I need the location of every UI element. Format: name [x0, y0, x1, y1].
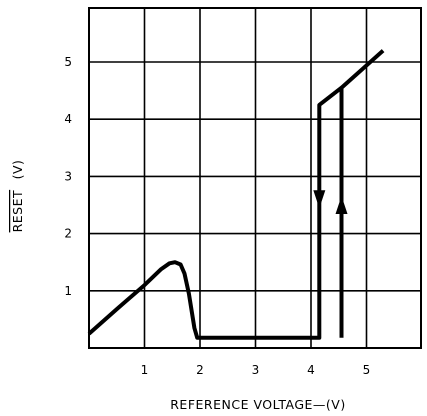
x-axis-label: REFERENCE VOLTAGE—(V) — [170, 397, 346, 412]
y-tick-label: 5 — [64, 55, 72, 69]
y-axis-label-unit: (V) — [10, 160, 25, 180]
series — [87, 49, 385, 340]
arrow-up-icon — [335, 196, 348, 214]
y-tick-label: 3 — [64, 169, 72, 183]
svg-text:RESET (V): RESET (V) — [10, 160, 25, 233]
x-tick-label: 3 — [252, 363, 260, 377]
y-tick-label: 2 — [64, 227, 72, 241]
x-tick-label: 2 — [196, 363, 204, 377]
x-tick-label: 4 — [307, 363, 315, 377]
arrow-down-icon — [313, 190, 326, 209]
x-tick-label: 1 — [141, 363, 149, 377]
y-tick-label: 4 — [64, 112, 72, 126]
series-line — [87, 49, 385, 340]
y-tick-labels: 1 2 3 4 5 — [64, 55, 72, 298]
grid — [89, 8, 421, 348]
y-tick-label: 1 — [64, 284, 72, 298]
x-tick-label: 5 — [363, 363, 371, 377]
y-axis-label-signal: RESET — [10, 190, 25, 233]
y-axis-label: RESET (V) — [10, 160, 25, 233]
plot-frame — [88, 7, 422, 349]
x-tick-labels: 1 2 3 4 5 — [141, 363, 371, 377]
